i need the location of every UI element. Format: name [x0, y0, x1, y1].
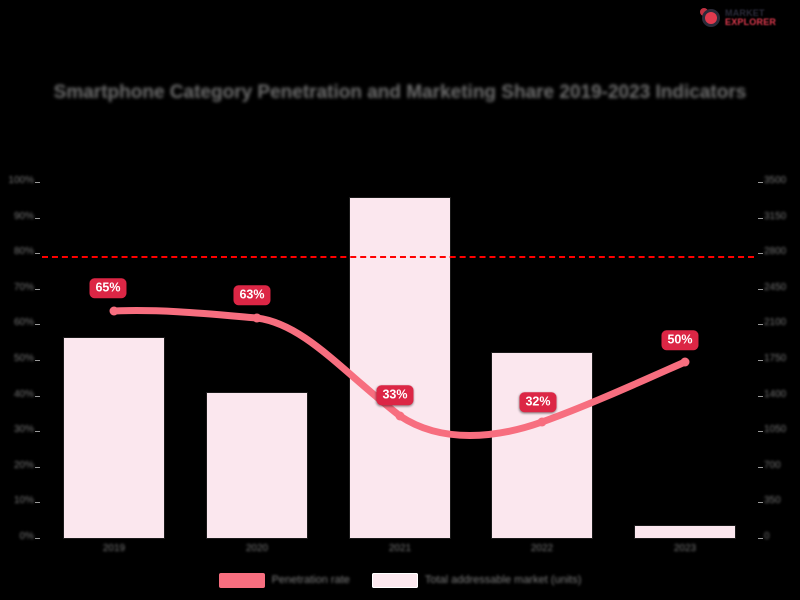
bar-2020[interactable] — [207, 393, 307, 538]
x-axis-label-2023: 2023 — [673, 543, 697, 554]
x-axis-label-2020: 2020 — [245, 543, 269, 554]
data-label-2023: 50% — [661, 330, 699, 350]
y-axis-left-tick-mark — [35, 182, 40, 183]
y-axis-right-tick-mark — [758, 538, 763, 539]
x-axis-labels: 2019 2020 2021 2022 2023 — [42, 544, 754, 562]
legend-swatch-1 — [218, 573, 265, 588]
y-axis-right-tick-mark — [758, 324, 763, 326]
y-axis-left-tick-label: 80% — [13, 246, 34, 258]
line-point-2021[interactable] — [395, 411, 405, 421]
y-axis-left-tick-label: 10% — [13, 495, 34, 507]
brand-logo: MARKET EXPLORER — [700, 4, 792, 32]
y-axis-left-tick-mark — [35, 538, 40, 539]
x-axis-label-2019: 2019 — [102, 543, 126, 554]
data-label-2022: 32% — [519, 392, 557, 412]
y-axis-left-tick-label: 100% — [8, 175, 34, 186]
chart-legend: Penetration rate Total addressable market… — [0, 573, 800, 588]
y-axis-left-tick-label: 60% — [13, 317, 34, 329]
line-series — [109, 306, 690, 439]
y-axis-right-tick-label: 2450 — [764, 281, 787, 293]
y-axis-right-tick-label: 350 — [764, 495, 781, 507]
bar-2021[interactable] — [350, 198, 450, 538]
brand-wordmark: MARKET EXPLORER — [725, 9, 776, 27]
line-point-2020[interactable] — [252, 313, 262, 323]
y-axis-right-tick-mark — [758, 288, 763, 290]
y-axis-left-tick-mark — [35, 253, 40, 255]
y-axis-left-tick-mark — [35, 217, 40, 219]
circle-burst-icon — [700, 7, 722, 29]
x-axis-label-2022: 2022 — [530, 543, 554, 554]
y-axis-left-tick-mark — [35, 324, 40, 326]
line-point-2019[interactable] — [109, 306, 119, 316]
y-axis-right-tick-mark — [758, 431, 763, 433]
y-axis-right-tick-label: 3150 — [764, 210, 787, 222]
y-axis-right-tick-label: 2100 — [764, 317, 787, 329]
y-axis-left-tick-mark — [35, 360, 40, 361]
y-axis-right-tick-mark — [758, 217, 763, 219]
y-axis-right-tick-mark — [758, 253, 763, 255]
y-axis-left-tick-label: 0% — [19, 531, 34, 542]
y-axis-right-tick-mark — [758, 182, 763, 183]
brand-line-1: MARKET — [725, 8, 765, 18]
y-axis-left-tick-mark — [35, 502, 40, 504]
x-axis-label-2021: 2021 — [388, 543, 412, 554]
y-axis-right-tick-mark — [758, 360, 763, 361]
y-axis-left-tick-mark — [35, 288, 40, 290]
line-point-2023[interactable] — [680, 357, 690, 367]
brand-line-2: EXPLORER — [725, 17, 777, 27]
y-axis-left-tick-mark — [35, 395, 40, 397]
y-axis-left-tick-label: 20% — [13, 459, 34, 471]
legend-label-2: Total addressable market (units) — [424, 574, 582, 586]
y-axis-left-tick-label: 40% — [13, 388, 34, 400]
y-axis-right: 3500 3150 2800 2450 2100 1750 1400 1050 700 350 0 — [758, 175, 800, 542]
y-axis-right-tick-mark — [758, 502, 763, 504]
y-axis-right-tick-mark — [758, 395, 763, 397]
line-point-2022[interactable] — [537, 417, 547, 427]
bar-2022[interactable] — [492, 353, 592, 538]
bar-2023[interactable] — [635, 526, 735, 538]
data-label-2020: 63% — [233, 285, 271, 305]
data-label-2019: 65% — [89, 278, 127, 298]
chart-title: Smartphone Category Penetration and Mark… — [53, 82, 747, 103]
y-axis-right-tick-label: 1050 — [764, 424, 787, 436]
data-label-2021: 33% — [376, 385, 414, 405]
line-points — [109, 306, 690, 427]
y-axis-left-tick-label: 70% — [13, 281, 34, 293]
y-axis-right-tick-label: 700 — [764, 459, 781, 471]
y-axis-left-tick-label: 90% — [13, 210, 34, 222]
y-axis-right-tick-label: 0 — [764, 531, 770, 542]
y-axis-left: 100% 90% 80% 70% 60% 50% 40% 30% 20% 10% 0% — [0, 175, 40, 542]
legend-swatch-2 — [371, 573, 418, 588]
y-axis-left-tick-mark — [35, 431, 40, 433]
legend-label-1: Penetration rate — [271, 574, 350, 586]
legend-item-2[interactable]: Total addressable market (units) — [371, 573, 582, 588]
plot-area: 65% 63% 33% 32% 50% — [42, 176, 754, 538]
y-axis-left-tick-label: 30% — [13, 424, 34, 436]
y-axis-right-tick-label: 1750 — [764, 353, 787, 364]
y-axis-right-tick-label: 1400 — [764, 388, 787, 400]
y-axis-right-tick-mark — [758, 466, 763, 468]
bar-2019[interactable] — [64, 338, 164, 538]
y-axis-left-tick-label: 50% — [13, 353, 34, 364]
y-axis-left-tick-mark — [35, 466, 40, 468]
y-axis-right-tick-label: 2800 — [764, 246, 787, 258]
legend-item-1[interactable]: Penetration rate — [218, 573, 350, 588]
threshold-line — [42, 256, 754, 258]
y-axis-right-tick-label: 3500 — [764, 175, 787, 186]
